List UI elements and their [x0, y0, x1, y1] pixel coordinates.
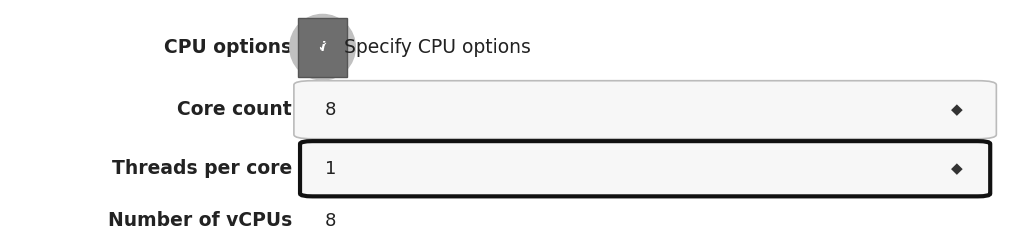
FancyBboxPatch shape [298, 18, 347, 76]
Text: Threads per core: Threads per core [112, 159, 292, 178]
Text: 1: 1 [325, 160, 336, 178]
Text: 8: 8 [325, 101, 336, 119]
Text: i: i [321, 41, 325, 54]
FancyBboxPatch shape [300, 141, 990, 196]
Text: ◆: ◆ [951, 102, 963, 117]
Ellipse shape [290, 14, 355, 80]
Text: 8: 8 [325, 212, 336, 230]
Text: ✓: ✓ [317, 41, 328, 54]
FancyBboxPatch shape [294, 81, 996, 139]
Text: Specify CPU options: Specify CPU options [338, 38, 530, 57]
Text: Number of vCPUs: Number of vCPUs [108, 211, 292, 230]
Text: Core count: Core count [177, 100, 292, 119]
Text: CPU options: CPU options [164, 38, 292, 57]
Text: ◆: ◆ [951, 161, 963, 176]
